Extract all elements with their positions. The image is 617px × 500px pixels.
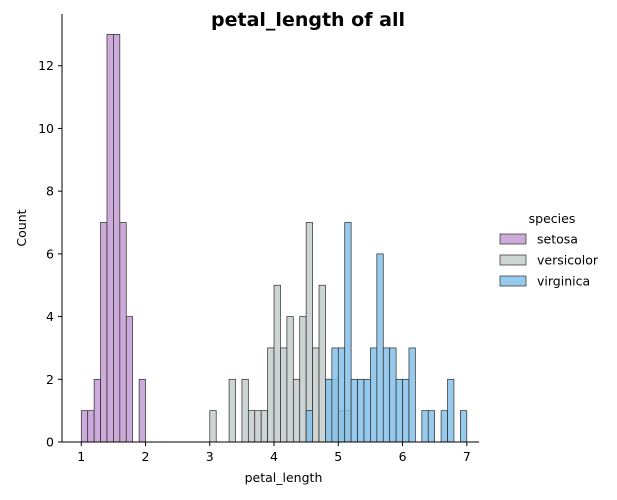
- bar-virginica-18: [447, 378, 455, 443]
- legend-label-virginica: virginica: [537, 274, 590, 289]
- y-tick-label-4: 4: [46, 309, 54, 324]
- bar-virginica-5: [350, 378, 358, 443]
- bar-virginica-4: [344, 222, 352, 443]
- y-tick-label-6: 6: [46, 246, 54, 261]
- bar-versicolor-4: [254, 410, 262, 443]
- y-axis-label: Count: [14, 209, 29, 246]
- bar-virginica-14: [408, 347, 416, 443]
- bar-virginica-6: [357, 378, 365, 443]
- bar-versicolor-1: [228, 378, 236, 443]
- y-tick-label-8: 8: [46, 184, 54, 199]
- x-tick-label-6: 6: [399, 449, 407, 464]
- y-tick-label-12: 12: [38, 58, 54, 73]
- bar-virginica-19: [460, 410, 468, 443]
- bar-setosa-1: [87, 410, 95, 443]
- bar-setosa-8: [138, 378, 146, 443]
- legend-swatch-virginica: [499, 275, 527, 287]
- bar-virginica-8: [370, 347, 378, 443]
- y-tick-label-0: 0: [46, 435, 54, 450]
- bar-setosa-6: [119, 222, 127, 443]
- bar-setosa-2: [93, 378, 101, 443]
- x-tick-label-3: 3: [206, 449, 214, 464]
- bar-versicolor-10: [292, 378, 301, 443]
- bar-versicolor-5: [260, 410, 268, 443]
- bar-setosa-7: [125, 316, 134, 443]
- bar-versicolor-13: [312, 347, 320, 443]
- x-tick-label-7: 7: [463, 449, 471, 464]
- bar-virginica-9: [376, 253, 384, 443]
- legend-label-setosa: setosa: [537, 232, 578, 247]
- bar-versicolor-7: [273, 284, 281, 443]
- bar-virginica-12: [395, 378, 403, 443]
- y-tick-label-10: 10: [38, 121, 54, 136]
- bar-virginica-11: [389, 347, 397, 443]
- legend-title: species: [529, 211, 576, 226]
- bar-versicolor-0: [209, 410, 217, 443]
- bar-versicolor-11: [299, 316, 307, 443]
- x-tick-label-4: 4: [270, 449, 278, 464]
- bar-setosa-5: [113, 34, 121, 443]
- bar-virginica-10: [382, 347, 391, 443]
- bar-versicolor-9: [286, 316, 294, 443]
- bar-versicolor-2: [241, 378, 249, 443]
- legend-label-versicolor: versicolor: [537, 253, 599, 268]
- y-tick-label-2: 2: [46, 372, 54, 387]
- bar-virginica-0: [305, 410, 313, 443]
- x-tick-label-5: 5: [334, 449, 342, 464]
- bar-virginica-17: [440, 410, 448, 443]
- legend-swatch-setosa: [499, 233, 527, 245]
- bar-virginica-13: [402, 378, 410, 443]
- bar-setosa-0: [80, 410, 89, 443]
- x-tick-label-1: 1: [77, 449, 85, 464]
- bar-virginica-1: [325, 378, 333, 443]
- bar-virginica-2: [331, 347, 339, 443]
- bar-virginica-16: [427, 410, 436, 443]
- legend-swatch-versicolor: [499, 254, 527, 266]
- bar-setosa-3: [100, 222, 108, 443]
- x-axis-label: petal_length: [245, 470, 323, 485]
- x-tick-label-2: 2: [142, 449, 150, 464]
- bar-versicolor-12: [305, 222, 313, 443]
- bar-versicolor-8: [280, 347, 288, 443]
- bar-virginica-15: [421, 410, 429, 443]
- bar-setosa-4: [106, 34, 114, 443]
- legend: species setosa versicolor virginica: [499, 211, 599, 289]
- bar-versicolor-14: [318, 284, 326, 443]
- chart-title: petal_length of all: [211, 9, 405, 31]
- bar-versicolor-6: [267, 347, 275, 443]
- bars-layer: [80, 34, 468, 443]
- bar-versicolor-3: [247, 410, 256, 443]
- bar-virginica-7: [363, 378, 371, 443]
- bar-virginica-3: [337, 347, 346, 443]
